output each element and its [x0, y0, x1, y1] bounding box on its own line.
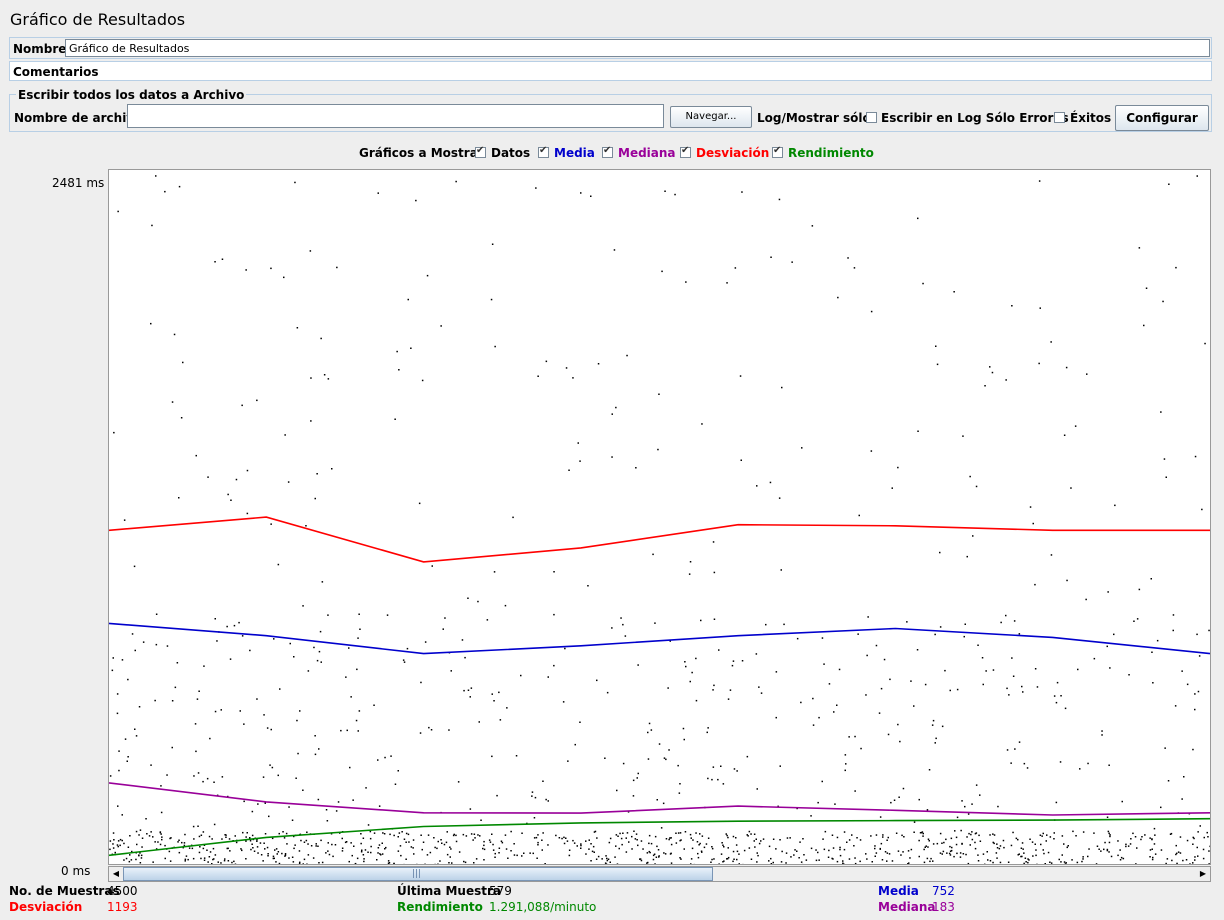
- page-title: Gráfico de Resultados: [10, 10, 186, 29]
- datos-checkbox[interactable]: [475, 145, 486, 158]
- deviation-label: Desviación: [9, 900, 83, 914]
- mediana-checkbox[interactable]: [602, 145, 613, 158]
- media-label[interactable]: Media: [554, 146, 595, 160]
- errors-only-checkbox[interactable]: [866, 112, 877, 123]
- y-axis-min-label: 0 ms: [61, 864, 91, 878]
- errors-only-label[interactable]: Escribir en Log Sólo Errores: [881, 111, 1069, 125]
- rendimiento-label[interactable]: Rendimiento: [788, 146, 874, 160]
- file-panel: [9, 94, 1212, 132]
- median-value: 183: [932, 900, 955, 914]
- series-line-mediana: [108, 782, 1211, 816]
- last-sample-value: 579: [489, 884, 512, 898]
- name-input[interactable]: Gráfico de Resultados: [65, 39, 1210, 57]
- average-value: 752: [932, 884, 955, 898]
- deviation-value: 1193: [107, 900, 138, 914]
- series-line-desviación: [108, 516, 1210, 563]
- last-sample-label: Última Muestra: [397, 884, 502, 898]
- throughput-value: 1.291,088/minuto: [489, 900, 597, 914]
- samples-label: No. de Muestras: [9, 884, 120, 898]
- graph-canvas: [108, 175, 1211, 866]
- browse-button[interactable]: Navegar...: [670, 106, 752, 128]
- file-panel-legend: Escribir todos los datos a Archivo: [16, 88, 247, 102]
- throughput-label: Rendimiento: [397, 900, 483, 914]
- log-show-label: Log/Mostrar sólo:: [757, 111, 876, 125]
- name-label: Nombre:: [13, 42, 72, 56]
- comments-label: Comentarios: [13, 65, 99, 79]
- mediana-label[interactable]: Mediana: [618, 146, 676, 160]
- y-axis-max-label: 2481 ms: [52, 176, 105, 190]
- file-name-label: Nombre de archivo: [14, 111, 143, 125]
- graph-scrollbar[interactable]: ◀ ||| ▶: [108, 866, 1211, 882]
- series-line-rendimiento: [108, 817, 1211, 857]
- configure-button[interactable]: Configurar: [1115, 105, 1209, 131]
- successes-checkbox[interactable]: [1054, 112, 1065, 123]
- scroll-right-icon[interactable]: ▶: [1199, 869, 1207, 878]
- median-label: Mediana: [878, 900, 936, 914]
- samples-value: 4500: [107, 884, 138, 898]
- scroll-left-icon[interactable]: ◀: [112, 869, 120, 878]
- results-graph: [108, 169, 1211, 866]
- average-label: Media: [878, 884, 919, 898]
- desviacion-checkbox[interactable]: [680, 145, 691, 158]
- graphs-to-show-label: Gráficos a Mostrar: [359, 146, 484, 160]
- rendimiento-checkbox[interactable]: [772, 145, 783, 158]
- series-line-media: [108, 622, 1211, 655]
- desviacion-label[interactable]: Desviación: [696, 146, 770, 160]
- successes-label[interactable]: Éxitos: [1070, 111, 1112, 125]
- comments-field[interactable]: Comentarios: [9, 61, 1212, 81]
- datos-label[interactable]: Datos: [491, 146, 531, 160]
- scroll-grip-icon: |||: [412, 869, 422, 879]
- name-row: Nombre: Gráfico de Resultados: [9, 37, 1212, 59]
- scroll-thumb[interactable]: |||: [123, 867, 713, 881]
- file-name-input[interactable]: [127, 104, 664, 128]
- media-checkbox[interactable]: [538, 145, 549, 158]
